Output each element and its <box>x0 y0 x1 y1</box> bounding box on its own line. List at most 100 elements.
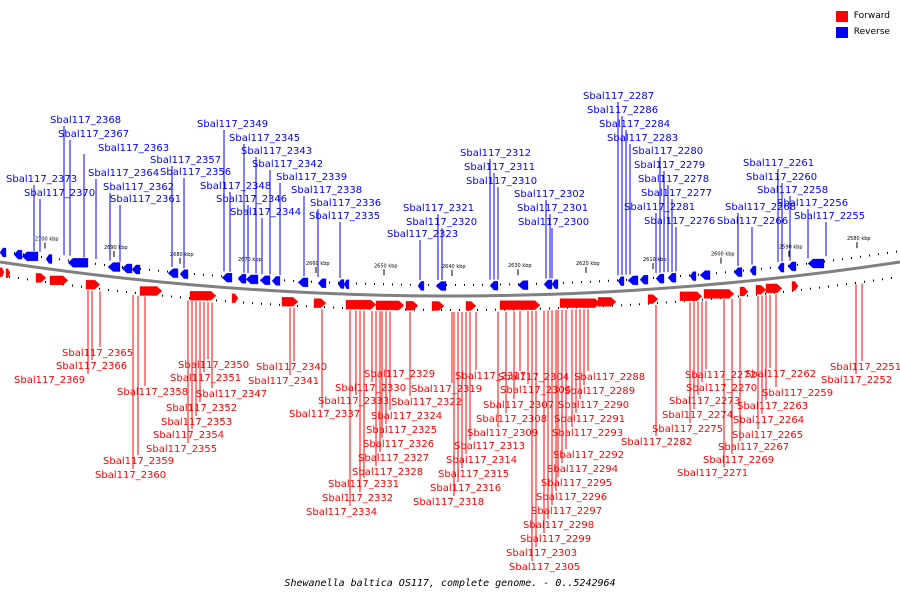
gene-label-sbal117-2326[interactable]: Sbal117_2326 <box>363 311 434 450</box>
gene-label-sbal117-2339[interactable]: Sbal117_2339 <box>276 172 347 276</box>
gene-label-sbal117-2324[interactable]: Sbal117_2324 <box>371 311 442 422</box>
gene-label-sbal117-2355[interactable]: Sbal117_2355 <box>146 300 217 455</box>
gene-label-sbal117-2334[interactable]: Sbal117_2334 <box>306 310 377 518</box>
gene-label-sbal117-2284[interactable]: Sbal117_2284 <box>599 119 670 275</box>
gene-label-sbal117-2279[interactable]: Sbal117_2279 <box>634 160 705 273</box>
gene-label-sbal117-2315[interactable]: Sbal117_2315 <box>438 311 509 480</box>
gene-label-sbal117-2300[interactable]: Sbal117_2300 <box>518 217 589 279</box>
gene-label-sbal117-2341[interactable]: Sbal117_2341 <box>248 307 319 387</box>
gene-label-sbal117-2354[interactable]: Sbal117_2354 <box>153 300 224 441</box>
gene-label-sbal117-2282[interactable]: Sbal117_2282 <box>621 304 692 448</box>
gene-label-sbal117-2370[interactable]: Sbal117_2370 <box>24 188 95 252</box>
gene-label-sbal117-2336[interactable]: Sbal117_2336 <box>310 198 381 278</box>
gene-label-sbal117-2349[interactable]: Sbal117_2349 <box>197 119 268 272</box>
gene-label-sbal117-2343[interactable]: Sbal117_2343 <box>241 146 312 274</box>
gene-label-sbal117-2273[interactable]: Sbal117_2273 <box>669 301 740 407</box>
gene-label-sbal117-2255[interactable]: Sbal117_2255 <box>794 211 865 257</box>
gene-label-sbal117-2272[interactable]: Sbal117_2272 <box>685 300 756 381</box>
gene-label-sbal117-2316[interactable]: Sbal117_2316 <box>430 311 501 494</box>
gene-label-sbal117-2274[interactable]: Sbal117_2274 <box>662 302 733 421</box>
gene-label-sbal117-2373[interactable]: Sbal117_2373 <box>6 174 77 251</box>
gene-label-sbal117-2350[interactable]: Sbal117_2350 <box>178 302 249 371</box>
gene-label-sbal117-2296[interactable]: Sbal117_2296 <box>536 310 607 503</box>
gene-label-sbal117-2275[interactable]: Sbal117_2275 <box>652 302 723 435</box>
gene-label-sbal117-2369[interactable]: Sbal117_2369 <box>14 289 89 386</box>
gene-label-sbal117-2348[interactable]: Sbal117_2348 <box>200 181 271 272</box>
gene-label-sbal117-2278[interactable]: Sbal117_2278 <box>638 174 709 273</box>
gene-label-sbal117-2347[interactable]: Sbal117_2347 <box>196 302 267 400</box>
gene-label-sbal117-2358[interactable]: Sbal117_2358 <box>117 296 188 398</box>
gene-label-sbal117-2287[interactable]: Sbal117_2287 <box>583 91 654 276</box>
gene-label-sbal117-2267[interactable]: Sbal117_2267 <box>718 297 789 453</box>
gene-label-sbal117-2290[interactable]: Sbal117_2290 <box>558 309 629 411</box>
gene-label-sbal117-2321[interactable]: Sbal117_2321 <box>403 203 474 280</box>
gene-label-sbal117-2309[interactable]: Sbal117_2309 <box>467 311 538 439</box>
gene-label-sbal117-2367[interactable]: Sbal117_2367 <box>58 129 129 256</box>
gene-label-sbal117-2259[interactable]: Sbal117_2259 <box>762 294 833 399</box>
gene-label-sbal117-2308[interactable]: Sbal117_2308 <box>476 311 547 425</box>
gene-label-sbal117-2252[interactable]: Sbal117_2252 <box>821 284 892 386</box>
gene-label-sbal117-2260[interactable]: Sbal117_2260 <box>746 172 817 262</box>
gene-label-sbal117-2333[interactable]: Sbal117_2333 <box>318 310 389 407</box>
gene-label-sbal117-2294[interactable]: Sbal117_2294 <box>547 309 618 475</box>
gene-label-sbal117-2344[interactable]: Sbal117_2344 <box>230 207 301 275</box>
gene-label-sbal117-2293[interactable]: Sbal117_2293 <box>552 309 623 439</box>
gene-label-sbal117-2337[interactable]: Sbal117_2337 <box>289 309 360 420</box>
gene-label-sbal117-2328[interactable]: Sbal117_2328 <box>352 311 423 478</box>
gene-label-sbal117-2345[interactable]: Sbal117_2345 <box>229 133 300 273</box>
gene-label-sbal117-2357[interactable]: Sbal117_2357 <box>150 155 221 268</box>
gene-label-sbal117-2269[interactable]: Sbal117_2269 <box>703 298 774 466</box>
gene-label-sbal117-2352[interactable]: Sbal117_2352 <box>166 301 237 414</box>
gene-label-sbal117-2360[interactable]: Sbal117_2360 <box>95 295 166 481</box>
gene-label-sbal117-2365[interactable]: Sbal117_2365 <box>62 291 133 359</box>
gene-label-sbal117-2368[interactable]: Sbal117_2368 <box>50 115 121 255</box>
gene-label-sbal117-2331[interactable]: Sbal117_2331 <box>328 310 399 490</box>
gene-label-sbal117-2263[interactable]: Sbal117_2263 <box>737 295 808 412</box>
gene-label-sbal117-2288[interactable]: Sbal117_2288 <box>574 308 645 383</box>
gene-label-sbal117-2320[interactable]: Sbal117_2320 <box>406 217 477 280</box>
gene-label-sbal117-2261[interactable]: Sbal117_2261 <box>743 158 814 262</box>
gene-label-sbal117-2318[interactable]: Sbal117_2318 <box>413 311 484 508</box>
gene-label-sbal117-2303[interactable]: Sbal117_2303 <box>506 310 577 559</box>
gene-label-sbal117-2325[interactable]: Sbal117_2325 <box>366 311 437 436</box>
gene-label-sbal117-2298[interactable]: Sbal117_2298 <box>523 310 594 531</box>
gene-label-sbal117-2258[interactable]: Sbal117_2258 <box>757 185 828 261</box>
gene-label-sbal117-2295[interactable]: Sbal117_2295 <box>541 310 612 489</box>
gene-label-sbal117-2340[interactable]: Sbal117_2340 <box>256 307 327 373</box>
gene-label-sbal117-2342[interactable]: Sbal117_2342 <box>252 159 323 275</box>
gene-label-sbal117-2264[interactable]: Sbal117_2264 <box>733 295 804 426</box>
gene-label-sbal117-2271[interactable]: Sbal117_2271 <box>677 299 748 479</box>
gene-label-sbal117-2256[interactable]: Sbal117_2256 <box>777 198 848 259</box>
gene-label-sbal117-2304[interactable]: Sbal117_2304 <box>498 311 569 383</box>
gene-label-sbal117-2276[interactable]: Sbal117_2276 <box>644 216 715 272</box>
gene-label-sbal117-2286[interactable]: Sbal117_2286 <box>587 105 658 276</box>
gene-label-sbal117-2356[interactable]: Sbal117_2356 <box>160 167 231 269</box>
gene-label-sbal117-2363[interactable]: Sbal117_2363 <box>83 143 169 258</box>
gene-label-sbal117-2289[interactable]: Sbal117_2289 <box>564 308 635 397</box>
gene-label-sbal117-2292[interactable]: Sbal117_2292 <box>553 309 624 461</box>
gene-label-sbal117-2291[interactable]: Sbal117_2291 <box>554 309 625 425</box>
gene-label-sbal117-2280[interactable]: Sbal117_2280 <box>632 146 703 273</box>
gene-label-sbal117-2299[interactable]: Sbal117_2299 <box>520 310 591 545</box>
gene-label-sbal117-2332[interactable]: Sbal117_2332 <box>322 310 393 504</box>
gene-label-sbal117-2338[interactable]: Sbal117_2338 <box>291 185 362 277</box>
gene-label-sbal117-2353[interactable]: Sbal117_2353 <box>161 301 232 428</box>
gene-label-sbal117-2310[interactable]: Sbal117_2310 <box>466 176 537 280</box>
gene-label-sbal117-2359[interactable]: Sbal117_2359 <box>103 295 174 467</box>
gene-label-sbal117-2317[interactable]: Sbal117_2317 <box>455 311 526 382</box>
gene-label-sbal117-2268[interactable]: Sbal117_2268 <box>725 202 796 267</box>
gene-label-sbal117-2323[interactable]: Sbal117_2323 <box>387 229 458 280</box>
gene-label-sbal117-2364[interactable]: Sbal117_2364 <box>88 168 159 259</box>
gene-label-sbal117-2319[interactable]: Sbal117_2319 <box>411 311 482 395</box>
gene-label-sbal117-2346[interactable]: Sbal117_2346 <box>216 194 287 274</box>
gene-label-sbal117-2301[interactable]: Sbal117_2301 <box>517 203 588 279</box>
gene-label-sbal117-2251[interactable]: Sbal117_2251 <box>830 283 900 373</box>
gene-label-sbal117-2312[interactable]: Sbal117_2312 <box>460 148 531 280</box>
gene-label-sbal117-2302[interactable]: Sbal117_2302 <box>514 189 585 279</box>
gene-label-sbal117-2311[interactable]: Sbal117_2311 <box>464 162 535 280</box>
gene-label-sbal117-2322[interactable]: Sbal117_2322 <box>391 311 462 408</box>
gene-label-sbal117-2262[interactable]: Sbal117_2262 <box>745 294 816 380</box>
gene-label-sbal117-2277[interactable]: Sbal117_2277 <box>641 188 712 272</box>
gene-label-sbal117-2329[interactable]: Sbal117_2329 <box>364 311 435 380</box>
gene-label-sbal117-2297[interactable]: Sbal117_2297 <box>531 310 602 517</box>
